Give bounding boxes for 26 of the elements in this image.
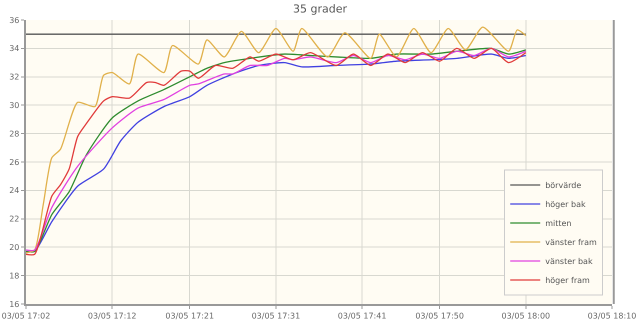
- x-tick-label: 03/05 17:41: [338, 312, 386, 321]
- y-tick-label: 30: [9, 101, 20, 110]
- legend-label: vänster fram: [545, 238, 597, 248]
- x-tick-label: 03/05 17:21: [165, 312, 214, 321]
- legend-label: mitten: [545, 219, 572, 228]
- y-tick-label: 20: [9, 243, 20, 252]
- x-tick-label: 03/05 17:31: [252, 312, 300, 321]
- x-tick-label: 03/05 18:00: [501, 312, 550, 321]
- y-tick-label: 32: [9, 72, 20, 82]
- x-tick-label: 03/05 17:50: [415, 312, 464, 321]
- y-tick-label: 34: [9, 44, 20, 54]
- y-tick-label: 22: [9, 214, 20, 224]
- y-tick-label: 26: [9, 158, 20, 167]
- legend-label: börvärde: [545, 181, 582, 190]
- legend-label: vänster bak: [545, 257, 593, 266]
- y-tick-label: 24: [9, 186, 20, 196]
- chart-title: 35 grader: [292, 2, 348, 16]
- x-tick-label: 03/05 17:02: [2, 312, 50, 321]
- y-tick-label: 16: [9, 300, 20, 309]
- y-tick-label: 28: [9, 129, 20, 138]
- y-tick-label: 18: [9, 271, 20, 280]
- x-tick-label: 03/05 17:12: [88, 312, 137, 321]
- y-tick-label: 36: [9, 16, 20, 25]
- x-tick-label: 03/05 18:10: [588, 312, 636, 321]
- legend-label: höger bak: [545, 200, 586, 210]
- legend-label: höger fram: [545, 276, 590, 286]
